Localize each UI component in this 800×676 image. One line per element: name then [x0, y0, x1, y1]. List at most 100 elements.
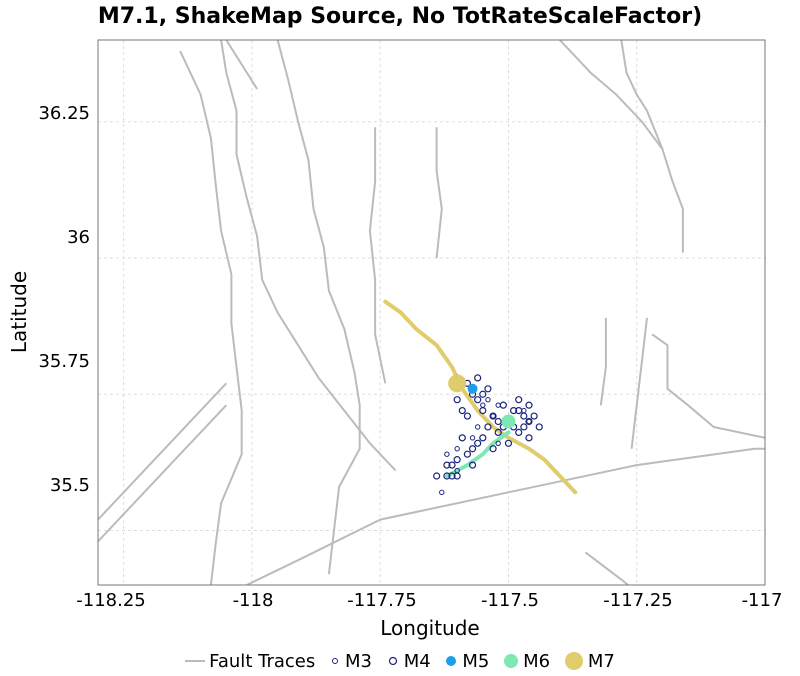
fault-trace	[584, 551, 630, 585]
aftershock-m4	[525, 434, 533, 442]
aftershock-m4	[443, 472, 451, 480]
fault-trace	[630, 317, 648, 449]
fault-trace	[98, 382, 228, 521]
fault-trace	[620, 40, 664, 150]
aftershock-m4	[468, 445, 477, 453]
legend-entry-m3: M3	[329, 651, 372, 672]
fault-trace	[599, 317, 607, 406]
aftershock-m4	[468, 461, 477, 469]
aftershock-m3	[439, 489, 445, 496]
aftershock-m3	[485, 397, 491, 403]
aftershock-m4	[489, 445, 497, 453]
fault-trace	[246, 447, 765, 585]
x-tick-label: -118	[232, 590, 274, 611]
legend-marker-m5	[446, 656, 457, 666]
legend-marker-m6	[504, 654, 519, 668]
y-tick-label: 35.5	[49, 475, 90, 496]
plot-content	[98, 40, 765, 585]
legend: Fault Traces M3 M4 M5 M6 M7	[0, 650, 800, 672]
m7-rupture-trace	[383, 299, 578, 495]
aftershock-m3	[469, 435, 476, 441]
aftershock-m4	[484, 385, 492, 393]
aftershock-m4	[453, 456, 461, 464]
aftershock-m4	[443, 461, 451, 469]
legend-label: M4	[403, 650, 431, 672]
x-axis-label: Longitude	[380, 616, 480, 640]
y-tick-label: 36.25	[38, 103, 90, 124]
aftershock-m4	[494, 417, 502, 426]
fault-trace	[98, 404, 228, 543]
aftershock-m4	[448, 461, 456, 469]
aftershock-m4	[504, 439, 513, 447]
plot-frame	[97, 39, 766, 586]
aftershock-m4	[474, 439, 482, 447]
aftershock-m4	[530, 412, 538, 420]
x-tick-label: -117.5	[480, 590, 540, 611]
fault-trace	[276, 40, 361, 575]
aftershock-m4	[433, 472, 441, 480]
fault-trace	[179, 50, 243, 585]
aftershock-m4	[499, 401, 507, 409]
legend-label: Fault Traces	[209, 650, 316, 672]
legend-entry-fault-traces: Fault Traces	[185, 651, 315, 672]
aftershock-m4	[479, 434, 487, 442]
m6-rupture-trace	[444, 430, 511, 478]
aftershock-m3	[454, 446, 460, 452]
aftershock-m4	[479, 390, 487, 398]
aftershock-m4	[520, 412, 528, 420]
aftershock-m4	[474, 396, 482, 404]
legend-entry-m7: M7	[564, 651, 615, 672]
aftershock-m4	[448, 472, 456, 480]
aftershock-m4	[515, 396, 523, 404]
fault-trace	[435, 127, 443, 259]
x-tick-label: -117.75	[347, 590, 417, 611]
legend-label: M3	[344, 650, 372, 672]
aftershock-m4	[489, 412, 497, 420]
fault-trace	[651, 333, 765, 439]
aftershock-m4	[494, 428, 502, 436]
legend-label: M7	[587, 650, 615, 672]
legend-label: M6	[523, 650, 551, 672]
event-m5	[467, 383, 478, 394]
y-tick-label: 35.75	[38, 351, 90, 372]
aftershock-m4	[463, 450, 472, 458]
legend-marker-m4	[388, 656, 397, 666]
aftershock-m4	[453, 472, 461, 480]
legend-entry-m6: M6	[503, 651, 550, 672]
legend-entry-m5: M5	[444, 651, 489, 672]
event-m7	[448, 374, 467, 393]
event-m6	[501, 414, 516, 429]
legend-entry-m4: M4	[386, 651, 431, 672]
aftershock-m3	[444, 451, 450, 457]
aftershock-m4	[474, 374, 482, 382]
aftershock-m4	[520, 423, 528, 431]
fault-trace	[225, 40, 258, 90]
aftershock-m4	[525, 417, 533, 426]
chart-title: M7.1, ShakeMap Source, No TotRateScaleFa…	[97, 4, 703, 29]
legend-line-swatch	[185, 660, 206, 662]
aftershock-m4	[453, 396, 461, 404]
fault-trace	[559, 40, 684, 253]
x-tick-label: -118.25	[76, 590, 146, 611]
aftershock-m3	[490, 413, 496, 419]
legend-label: M5	[462, 650, 490, 672]
aftershock-m3	[495, 440, 501, 446]
aftershock-m4	[525, 401, 533, 409]
aftershock-m4	[535, 423, 543, 431]
aftershock-m4	[484, 423, 492, 431]
fault-trace	[368, 127, 387, 384]
aftershock-m4	[515, 428, 523, 436]
aftershock-m4	[458, 434, 466, 442]
fault-trace	[220, 40, 397, 472]
aftershock-m3	[474, 424, 481, 430]
aftershock-m4	[515, 407, 523, 415]
legend-marker-m7	[564, 652, 583, 670]
x-tick-label: -117	[741, 590, 783, 611]
aftershock-m4	[479, 407, 487, 415]
aftershock-m3	[526, 418, 532, 425]
legend-marker-m3	[331, 658, 338, 664]
aftershock-m4	[509, 407, 518, 415]
x-tick-label: -117.25	[603, 590, 673, 611]
